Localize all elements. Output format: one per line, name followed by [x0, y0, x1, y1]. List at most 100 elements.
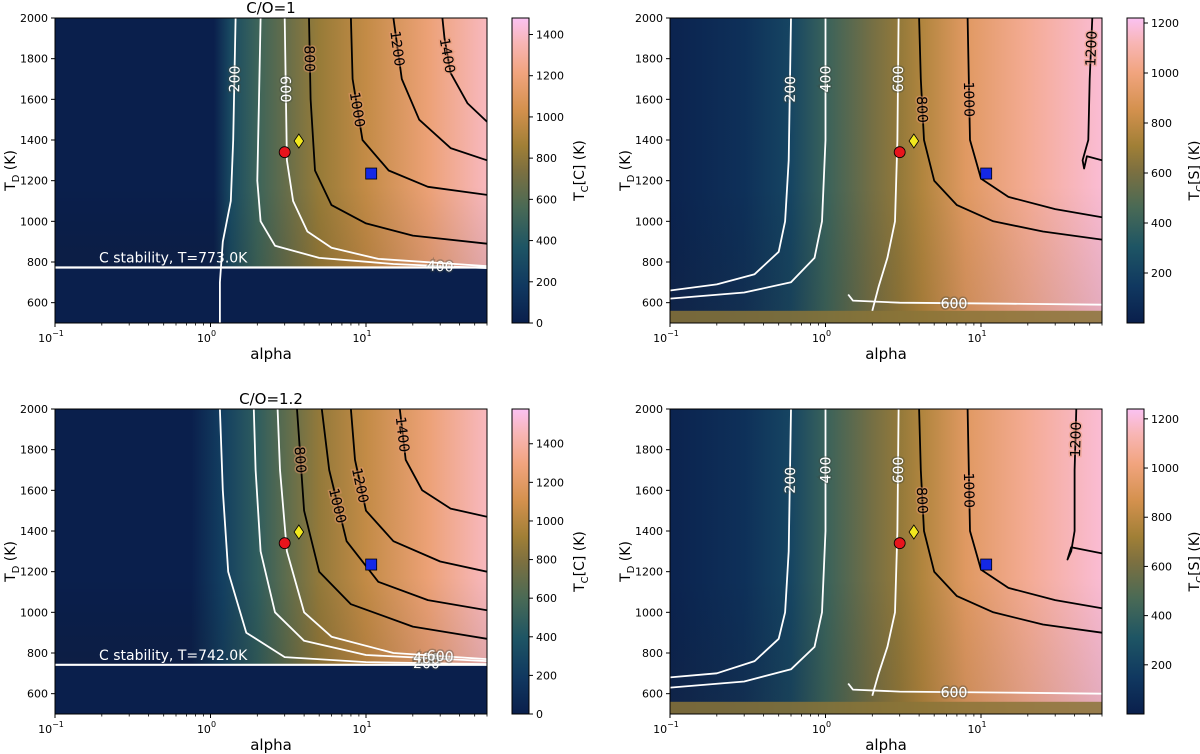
contour-label: 800 [291, 446, 309, 474]
y-tick-label: 1000 [635, 606, 663, 619]
circle-marker [278, 146, 291, 159]
chart-title: C/O=1.2 [239, 390, 303, 408]
contour-line-1200 [350, 409, 487, 573]
contour-line-600 [283, 18, 487, 267]
contour-line-1200 [392, 18, 487, 162]
stability-label: C stability, T=742.0K [99, 648, 248, 664]
contour-label-group: 1000 [958, 80, 978, 119]
y-tick-label: 2000 [20, 12, 48, 25]
colorbar-label: TC[C] (K) [572, 531, 591, 593]
colorbar-label: TC[S] (K) [1187, 532, 1200, 593]
contour-label-group: 1200 [346, 465, 372, 506]
colorbar-tick-label: 200 [536, 669, 557, 682]
stability-label: C stability, T=773.0K [99, 250, 248, 266]
circle-marker [893, 146, 906, 159]
x-tick-label: 101 [352, 720, 371, 736]
contour-label-group: 400 [817, 455, 836, 485]
contour-label-group: 200 [226, 64, 246, 94]
colorbar-gradient [1126, 408, 1145, 715]
contour-label: 800 [301, 45, 318, 72]
colorbar-tick-label: 1200 [536, 70, 564, 83]
colorbar-tick-label: 0 [536, 708, 543, 721]
y-tick-label: 1600 [635, 93, 663, 106]
colorbar-tick-label: 400 [1151, 610, 1172, 623]
y-tick-label: 1000 [20, 215, 48, 228]
y-tick-label: 1800 [635, 53, 663, 66]
y-tick-label: 1800 [635, 444, 663, 457]
y-tick-label: 1200 [635, 175, 663, 188]
x-axis-label: alpha [865, 736, 907, 754]
x-tick-label: 100 [197, 329, 216, 345]
contour-line-600 [847, 293, 1102, 306]
colorbar-tick-label: 200 [1151, 659, 1172, 672]
contour-label: 1200 [1068, 421, 1085, 457]
contour-label: 1200 [386, 30, 407, 68]
contour-label: 1000 [960, 81, 977, 117]
x-tick-label: 10−1 [653, 329, 679, 345]
square-marker [365, 167, 378, 180]
colorbar-tick-label: 1000 [536, 515, 564, 528]
contour-label: 800 [913, 96, 930, 124]
y-axis-label: TD (K) [3, 541, 22, 583]
colorbar-tick-label: 200 [1151, 267, 1172, 280]
contour-line-400 [252, 409, 487, 662]
contour-label-group: 200 [781, 465, 800, 495]
unstable-region [55, 664, 487, 714]
colorbar-tick-label: 1400 [536, 438, 564, 451]
colorbar-tick-label: 200 [536, 276, 557, 289]
contour-label: 200 [783, 76, 799, 103]
contour-label: 400 [819, 457, 835, 484]
x-tick-label: 101 [967, 329, 986, 345]
colorbar-tick-label: 400 [1151, 217, 1172, 230]
x-axis-label: alpha [250, 736, 292, 754]
contour-label: 600 [277, 76, 293, 103]
colorbar-tick-label: 1000 [536, 111, 564, 124]
contour-line-600 [847, 682, 1102, 695]
x-tick-label: 101 [967, 720, 986, 736]
heatmap-shading [670, 18, 1102, 323]
y-tick-label: 800 [642, 256, 663, 269]
y-tick-label: 1400 [635, 134, 663, 147]
colorbar-tick-label: 1000 [1151, 462, 1179, 475]
contour-line-600 [871, 18, 900, 312]
heatmap-field [670, 18, 1102, 323]
colorbar-tick-label: 1400 [536, 28, 564, 41]
contour-label: 600 [891, 66, 907, 93]
markers [893, 524, 993, 571]
contour-line-1400 [441, 18, 487, 123]
contour-label-group: 600 [425, 647, 456, 668]
contour-label: 1200 [348, 466, 371, 504]
contour-label-group: 1000 [958, 471, 978, 510]
y-tick-label: 600 [642, 688, 663, 701]
x-tick-label: 101 [352, 329, 371, 345]
contour-line-200 [219, 18, 237, 323]
contour-label-group: 800 [299, 44, 319, 74]
colorbar: 0 200 400 600 800 1000 1200 1400 TC[C] (K) [511, 17, 591, 330]
colorbar-label: TC[C] (K) [572, 140, 591, 202]
y-tick-label: 600 [27, 688, 48, 701]
plot-frame [669, 408, 1103, 715]
y-tick-label: 1200 [20, 175, 48, 188]
y-tick-label: 2000 [20, 403, 48, 416]
colorbar-tick-label: 0 [536, 317, 543, 330]
contour-label-group: 200 [781, 74, 800, 104]
contour-label: 600 [891, 457, 907, 484]
contour-line-400 [670, 18, 827, 300]
contour-lines: 200 400 600 600 800 1000 1200 [670, 18, 1102, 314]
colorbar-gradient [511, 408, 530, 715]
contour-line-800 [918, 409, 1102, 634]
x-axis-label: alpha [250, 345, 292, 363]
y-tick-label: 1600 [20, 484, 48, 497]
contour-line-800 [308, 18, 487, 245]
y-tick-label: 1800 [20, 53, 48, 66]
colorbar: 0 200 400 600 800 1000 1200 1400 TC[C] (K) [511, 408, 591, 721]
colorbar-tick-label: 1000 [1151, 67, 1179, 80]
heatmap-shading [670, 409, 1102, 714]
diamond-marker [293, 524, 305, 540]
contour-line-800 [296, 409, 487, 640]
markers [278, 524, 378, 571]
plot-frame [54, 17, 488, 324]
